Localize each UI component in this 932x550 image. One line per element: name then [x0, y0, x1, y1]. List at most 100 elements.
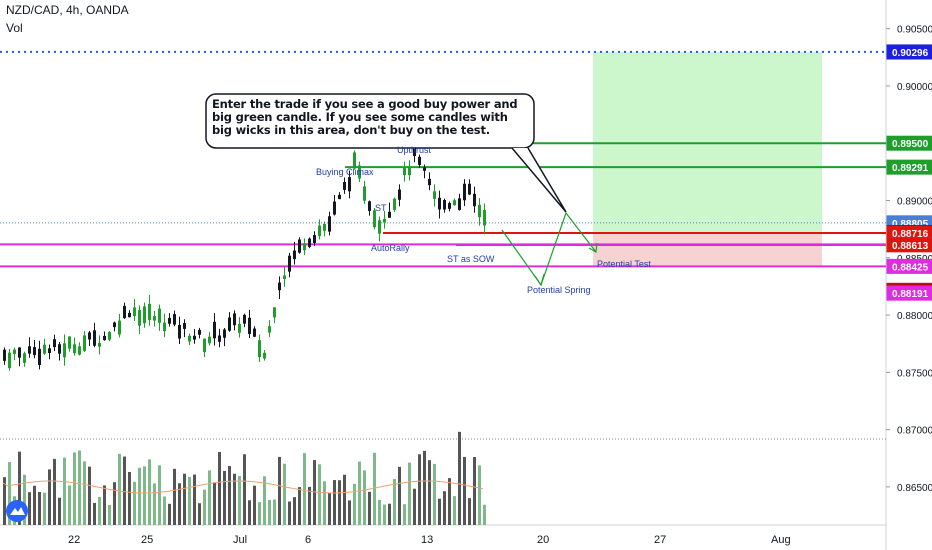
candle [8, 352, 11, 369]
candle [3, 349, 6, 361]
volume-bar [318, 464, 321, 525]
candle [398, 189, 401, 200]
candle [228, 317, 231, 331]
candle [28, 346, 31, 354]
price-label-090296[interactable] [886, 44, 932, 60]
price-label-text: 0.89500 [892, 139, 929, 150]
price-label-088191[interactable] [886, 285, 932, 301]
candle [38, 348, 41, 366]
volume-bar [138, 467, 141, 525]
annotation-potential-test: Potential Test [597, 259, 651, 269]
candle [183, 323, 186, 329]
volume-bar [268, 499, 271, 525]
volume-bar [463, 456, 466, 525]
price-label-text: 0.90296 [892, 48, 929, 59]
candle [263, 352, 266, 359]
volume-bar [178, 483, 181, 525]
candle [243, 314, 246, 324]
volume-bar [368, 491, 371, 525]
price-label-text: 0.89291 [892, 163, 929, 174]
candle [178, 324, 181, 339]
price-label-text: 0.88191 [892, 289, 929, 300]
candle [88, 332, 91, 340]
volume-bar [358, 461, 361, 525]
volume-bar [88, 466, 91, 525]
volume-bar [258, 502, 261, 525]
candle [108, 332, 111, 340]
projection-arrow-path [501, 211, 597, 287]
volume-bar [263, 476, 266, 525]
candle [378, 220, 381, 234]
candle [53, 339, 56, 348]
candle [93, 330, 96, 346]
candle [333, 201, 336, 215]
volume-bar [348, 500, 351, 525]
candle [278, 282, 281, 291]
price-label-088425[interactable] [886, 258, 932, 274]
volume-bar [483, 504, 486, 525]
time-tick-label: 6 [305, 534, 311, 546]
time-tick-label: 13 [421, 534, 433, 546]
price-label-text: 0.88805 [892, 219, 929, 230]
candle [343, 182, 346, 190]
candle [163, 322, 166, 332]
candle [258, 340, 261, 358]
candle [353, 152, 356, 167]
volume-bar [223, 470, 226, 525]
volume-bar [98, 496, 101, 525]
volume-bar [228, 466, 231, 525]
time-tick-label: 20 [537, 534, 549, 546]
loss-zone[interactable] [593, 233, 822, 267]
candle [63, 343, 66, 358]
volume-bar [408, 462, 411, 525]
candle [98, 342, 101, 347]
candle [83, 335, 86, 351]
candle [103, 335, 106, 341]
candle [268, 326, 271, 333]
candle [23, 353, 26, 363]
candle [58, 344, 61, 354]
volume-bar [428, 460, 431, 525]
candle [253, 328, 256, 337]
candle [18, 347, 21, 358]
volume-bar [453, 496, 456, 525]
candle [113, 322, 116, 328]
volume-bar [303, 453, 306, 525]
volume-bar [38, 492, 41, 525]
candle [483, 209, 486, 226]
volume-bar [343, 474, 346, 525]
volume-bar [373, 452, 376, 525]
volume-bar [308, 486, 311, 525]
volume-bar [48, 469, 51, 525]
price-label-088613[interactable] [886, 237, 932, 253]
candle [363, 186, 366, 201]
volume-bar [93, 502, 96, 525]
volume-bar [328, 492, 331, 525]
volume-bar [23, 474, 26, 525]
candle [13, 349, 16, 355]
volume-bar [18, 451, 21, 525]
candle [423, 167, 426, 171]
candle [123, 305, 126, 319]
candle [403, 167, 406, 176]
volume-indicator-label[interactable]: Vol [6, 21, 23, 35]
volume-bar [8, 462, 11, 525]
time-tick-label: Aug [771, 534, 791, 546]
price-label-089291[interactable] [886, 159, 932, 175]
volume-bar [323, 481, 326, 525]
candle [188, 335, 191, 342]
volume-bar [353, 483, 356, 525]
annotation-st-as-sow: ST as SOW [447, 254, 495, 264]
candle [43, 344, 46, 354]
candle [233, 313, 236, 326]
volume-bar [208, 470, 211, 525]
volume-bar [148, 459, 151, 525]
volume-bar [288, 501, 291, 525]
price-label-text: 0.88425 [892, 262, 929, 273]
volume-bar [403, 504, 406, 525]
candle [338, 194, 341, 200]
price-label-089500[interactable] [886, 135, 932, 151]
candle [238, 323, 241, 333]
